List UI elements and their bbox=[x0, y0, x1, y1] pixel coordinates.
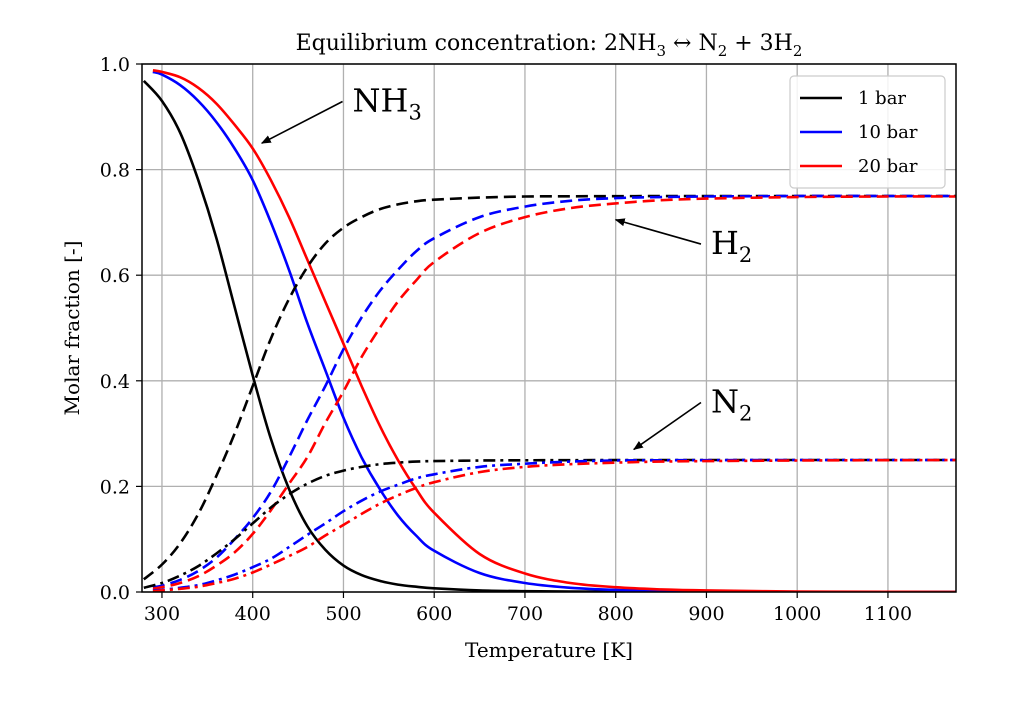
x-tick-label: 900 bbox=[688, 603, 724, 625]
series-h2-1-bar bbox=[142, 194, 956, 581]
annotation-nh3: NH3 bbox=[353, 82, 422, 125]
y-tick-label: 0.4 bbox=[100, 371, 130, 393]
legend-label: 1 bar bbox=[858, 88, 906, 109]
legend-label: 10 bar bbox=[858, 122, 918, 143]
legend: 1 bar 10 bar 20 bar bbox=[789, 75, 946, 189]
x-tick-label: 300 bbox=[144, 603, 180, 625]
y-tick-label: 1.0 bbox=[100, 54, 130, 76]
x-tick-label: 400 bbox=[235, 603, 271, 625]
y-tick-label: 0.2 bbox=[100, 476, 130, 498]
chart-title: Equilibrium concentration: 2NH3 ↔ N2 + 3… bbox=[296, 31, 803, 60]
y-axis-label: Molar fraction [-] bbox=[60, 241, 84, 416]
x-axis-label: Temperature [K] bbox=[465, 638, 633, 662]
annotation-arrow-h2 bbox=[614, 218, 702, 245]
plot-frame bbox=[141, 63, 957, 593]
x-tick-label: 600 bbox=[416, 603, 452, 625]
series-nh3-10-bar bbox=[152, 70, 956, 592]
series-h2-10-bar bbox=[152, 194, 956, 589]
series-nh3-20-bar bbox=[152, 69, 956, 592]
x-tick-label: 1100 bbox=[864, 603, 912, 625]
x-tick-label: 500 bbox=[325, 603, 361, 625]
x-tick-label: 1000 bbox=[773, 603, 821, 625]
x-tick-label: 700 bbox=[507, 603, 543, 625]
annotation-arrow-n2 bbox=[633, 401, 702, 451]
legend-label: 20 bar bbox=[858, 156, 918, 177]
series-h2-20-bar bbox=[152, 195, 956, 591]
y-tick-label: 0.8 bbox=[100, 160, 130, 182]
series-n2-10-bar bbox=[152, 458, 956, 592]
series-n2-20-bar bbox=[152, 458, 956, 592]
x-tick-label: 800 bbox=[598, 603, 634, 625]
annotation-h2: H2 bbox=[711, 224, 752, 267]
y-tick-label: 0.6 bbox=[100, 265, 130, 287]
y-tick-label: 0.0 bbox=[100, 582, 130, 604]
axis-ticks: 300 400 500 600 700 800 900 1000 1100 0.0 0.2 0.4 0.… bbox=[100, 54, 912, 625]
series-n2-1-bar bbox=[143, 458, 956, 590]
annotations: NH3 H2 N2 bbox=[260, 82, 752, 451]
annotation-arrow-nh3 bbox=[260, 100, 343, 144]
annotation-n2: N2 bbox=[711, 382, 752, 425]
series-layer bbox=[142, 69, 956, 592]
legend-box bbox=[789, 75, 946, 189]
